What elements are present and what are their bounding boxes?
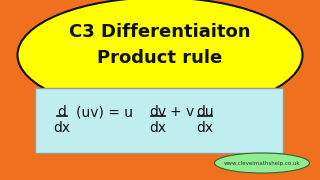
Text: dx: dx bbox=[196, 121, 213, 135]
Text: dx: dx bbox=[149, 121, 167, 135]
Ellipse shape bbox=[18, 0, 302, 112]
Text: (uv) = u: (uv) = u bbox=[76, 105, 133, 119]
Text: C3 Differentiaiton: C3 Differentiaiton bbox=[69, 23, 251, 41]
Text: dx: dx bbox=[53, 121, 71, 135]
FancyBboxPatch shape bbox=[35, 88, 283, 153]
Text: Product rule: Product rule bbox=[97, 49, 223, 67]
Text: dv: dv bbox=[149, 105, 167, 119]
Ellipse shape bbox=[214, 153, 309, 173]
Text: + v: + v bbox=[170, 105, 194, 119]
Text: www.clevelmathshelp.co.uk: www.clevelmathshelp.co.uk bbox=[224, 161, 300, 165]
Text: du: du bbox=[196, 105, 214, 119]
Text: d: d bbox=[58, 105, 67, 119]
